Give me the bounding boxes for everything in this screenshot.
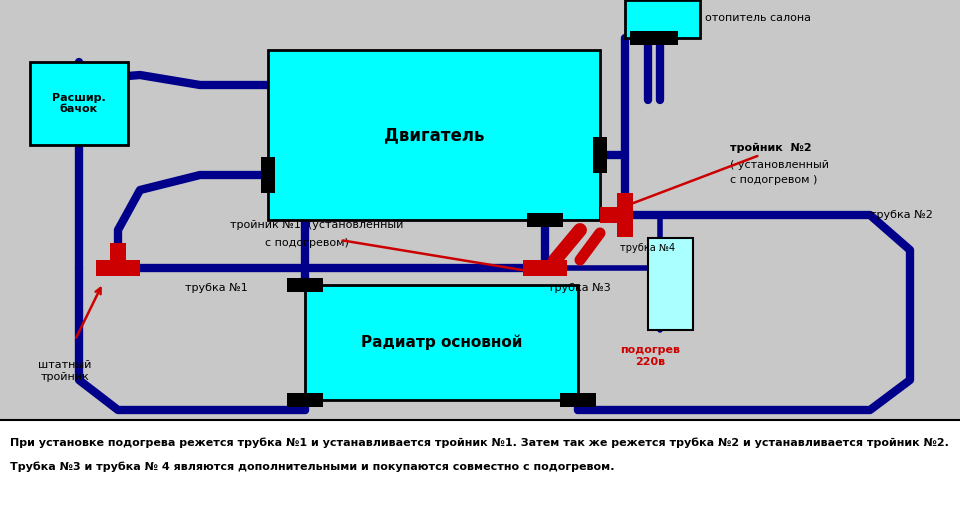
- Text: Радиатр основной: Радиатр основной: [361, 335, 522, 350]
- Text: Двигатель: Двигатель: [384, 126, 484, 144]
- Bar: [648, 238, 693, 330]
- Bar: [593, 137, 607, 173]
- Bar: [600, 207, 625, 223]
- Text: штатный
тройник: штатный тройник: [38, 360, 92, 382]
- Bar: [523, 260, 567, 276]
- Bar: [30, 62, 128, 145]
- Text: Расшир.
бачок: Расшир. бачок: [52, 93, 106, 114]
- Bar: [0, 0, 960, 420]
- Bar: [630, 31, 666, 45]
- Bar: [110, 243, 126, 263]
- Bar: [261, 157, 275, 193]
- Text: подогрев
220в: подогрев 220в: [620, 345, 680, 367]
- Bar: [625, 0, 700, 38]
- Text: трубка №4: трубка №4: [620, 243, 675, 253]
- Bar: [0, 420, 960, 513]
- Text: с подогревом): с подогревом): [265, 238, 348, 248]
- Text: ( установленный: ( установленный: [730, 160, 829, 170]
- Text: При установке подогрева режется трубка №1 и устанавливается тройник №1. Затем та: При установке подогрева режется трубка №…: [10, 438, 948, 448]
- Bar: [527, 213, 563, 227]
- Text: с подогревом ): с подогревом ): [730, 175, 817, 185]
- Text: Трубка №3 и трубка № 4 являются дополнительными и покупаются совместно с подогре: Трубка №3 и трубка № 4 являются дополнит…: [10, 462, 614, 472]
- Text: тройник  №2: тройник №2: [730, 143, 811, 153]
- Text: тройник №1  (установленный: тройник №1 (установленный: [230, 220, 403, 230]
- Bar: [287, 278, 323, 292]
- Bar: [642, 31, 678, 45]
- Text: трубка №1: трубка №1: [185, 283, 248, 293]
- Bar: [560, 393, 596, 407]
- Text: отопитель салона: отопитель салона: [705, 13, 811, 23]
- Text: трубка №3: трубка №3: [548, 283, 611, 293]
- Bar: [287, 393, 323, 407]
- Bar: [305, 285, 578, 400]
- Text: трубка №2: трубка №2: [870, 210, 933, 220]
- Bar: [268, 50, 600, 220]
- Bar: [96, 260, 140, 276]
- Bar: [617, 193, 633, 237]
